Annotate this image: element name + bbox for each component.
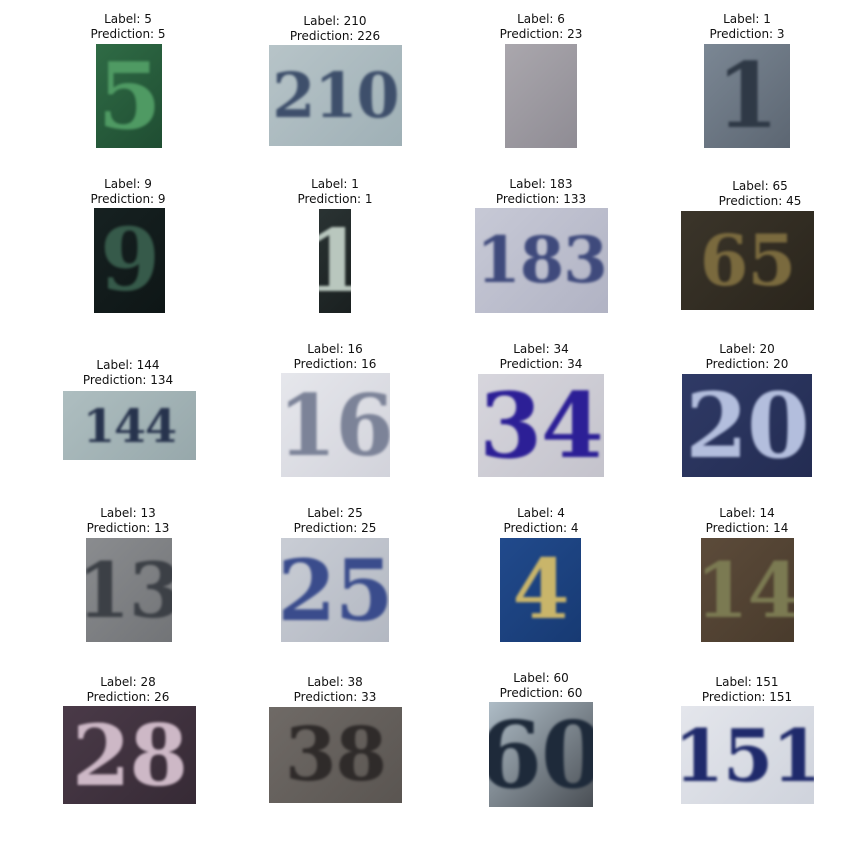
digit-image: 9: [94, 208, 165, 313]
digit-image: 13: [86, 538, 172, 642]
label-text: Label: 38: [255, 675, 415, 690]
prediction-text: Prediction: 45: [680, 194, 840, 209]
digit-image: 65: [681, 211, 814, 310]
label-text: Label: 210: [255, 14, 415, 29]
house-number-digits: 60: [489, 702, 593, 807]
house-number-digits: 25: [281, 541, 389, 640]
prediction-text: Prediction: 16: [255, 357, 415, 372]
label-text: Label: 16: [255, 342, 415, 357]
digit-image: 4: [500, 538, 581, 642]
digit-image: 5: [96, 44, 162, 148]
house-number-digits: 210: [272, 59, 398, 132]
prediction-text: Prediction: 151: [667, 690, 827, 705]
house-number-digits: 1: [319, 211, 351, 312]
house-number-digits: 151: [681, 713, 814, 798]
house-number-digits: 16: [281, 376, 390, 475]
digit-image: 20: [682, 374, 812, 477]
house-number-digits: 5: [97, 44, 160, 148]
label-text: Label: 14: [667, 506, 827, 521]
digit-image: 28: [63, 706, 196, 804]
house-number-digits: 9: [100, 210, 159, 311]
house-number-digits: 20: [685, 374, 808, 477]
digit-image: 1: [704, 44, 790, 148]
prediction-text: Prediction: 1: [255, 192, 415, 207]
label-text: Label: 60: [461, 671, 621, 686]
label-text: Label: 9: [48, 177, 208, 192]
prediction-text: Prediction: 25: [255, 521, 415, 536]
prediction-text: Prediction: 9: [48, 192, 208, 207]
digit-image: 1: [319, 209, 351, 313]
house-number-digits: 4: [512, 542, 568, 638]
prediction-text: Prediction: 14: [667, 521, 827, 536]
house-number-digits: 65: [700, 219, 795, 302]
label-text: Label: 1: [667, 12, 827, 27]
house-number-digits: 183: [476, 223, 607, 298]
label-text: Label: 4: [461, 506, 621, 521]
label-text: Label: 34: [461, 342, 621, 357]
digit-image: 151: [681, 706, 814, 804]
digit-image: 144: [63, 391, 196, 460]
house-number-digits: 1: [716, 44, 778, 148]
prediction-text: Prediction: 134: [48, 373, 208, 388]
prediction-text: Prediction: 133: [461, 192, 621, 207]
house-number-digits: 38: [285, 712, 386, 798]
label-text: Label: 1: [255, 177, 415, 192]
digit-image: [505, 44, 577, 148]
label-text: Label: 65: [680, 179, 840, 194]
house-number-digits: 144: [83, 399, 176, 453]
prediction-text: Prediction: 60: [461, 686, 621, 701]
label-text: Label: 151: [667, 675, 827, 690]
prediction-text: Prediction: 33: [255, 690, 415, 705]
digit-image: 60: [489, 702, 593, 807]
label-text: Label: 13: [48, 506, 208, 521]
label-text: Label: 25: [255, 506, 415, 521]
digit-image: 183: [475, 208, 608, 313]
house-number-digits: 28: [72, 706, 187, 804]
digit-image: 210: [269, 45, 402, 146]
digit-image: 16: [281, 373, 390, 477]
house-number-digits: 14: [701, 546, 794, 635]
prediction-text: Prediction: 34: [461, 357, 621, 372]
prediction-text: Prediction: 226: [255, 29, 415, 44]
label-text: Label: 6: [461, 12, 621, 27]
house-number-digits: 34: [479, 374, 602, 477]
prediction-text: Prediction: 23: [461, 27, 621, 42]
label-text: Label: 183: [461, 177, 621, 192]
label-text: Label: 28: [48, 675, 208, 690]
prediction-text: Prediction: 20: [667, 357, 827, 372]
prediction-text: Prediction: 3: [667, 27, 827, 42]
label-text: Label: 5: [48, 12, 208, 27]
prediction-text: Prediction: 4: [461, 521, 621, 536]
prediction-text: Prediction: 5: [48, 27, 208, 42]
house-number-digits: 13: [86, 546, 172, 635]
digit-image: 14: [701, 538, 794, 642]
label-text: Label: 20: [667, 342, 827, 357]
prediction-text: Prediction: 26: [48, 690, 208, 705]
digit-image: 34: [478, 374, 604, 477]
digit-image: 25: [281, 538, 389, 642]
prediction-text: Prediction: 13: [48, 521, 208, 536]
label-text: Label: 144: [48, 358, 208, 373]
digit-image: 38: [269, 707, 402, 803]
